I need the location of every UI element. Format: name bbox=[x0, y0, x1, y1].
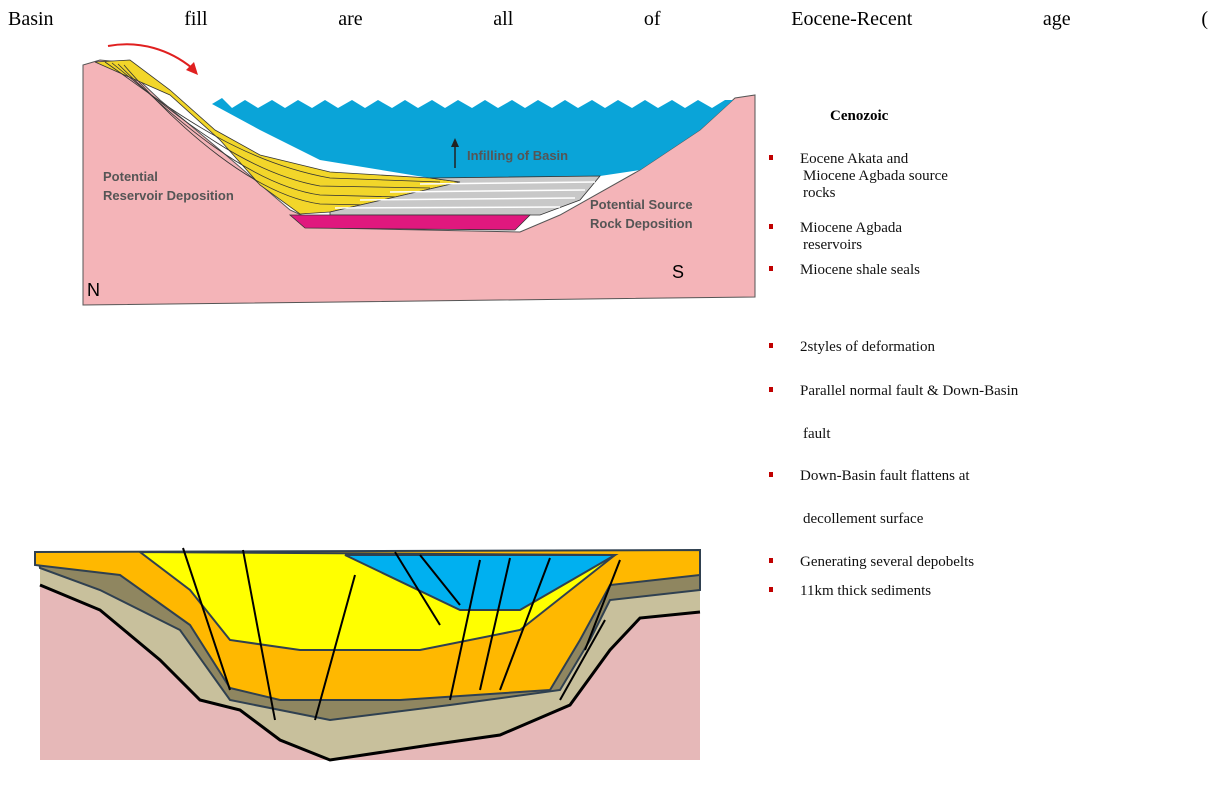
gray-strata bbox=[334, 181, 596, 209]
bullet-text: reservoirs bbox=[803, 237, 862, 253]
blue-layer bbox=[344, 554, 619, 611]
cenozoic-title: Cenozoic bbox=[830, 108, 889, 124]
bullet-text: Eocene Akata and bbox=[800, 151, 909, 167]
bullet-marker bbox=[769, 472, 773, 477]
bullet-text: Generating several depobelts bbox=[800, 554, 974, 570]
source-label: Rock Deposition bbox=[590, 216, 693, 231]
faults bbox=[182, 547, 621, 721]
source-label: Potential Source bbox=[590, 197, 693, 212]
bullet-text: Parallel normal fault & Down-Basin bbox=[800, 383, 1019, 399]
reservoir-label: Potential bbox=[103, 169, 158, 184]
source-rock bbox=[288, 214, 531, 231]
reservoir-label: Reservoir Deposition bbox=[103, 188, 234, 203]
infill-arrowhead bbox=[451, 138, 459, 147]
bullet-text: 2styles of deformation bbox=[800, 339, 935, 355]
bullet-text: Miocene Agbada bbox=[800, 220, 902, 236]
bullet-text: rocks bbox=[803, 185, 836, 201]
bullet-marker bbox=[769, 224, 773, 229]
bullet-text: Down-Basin fault flattens at bbox=[800, 468, 970, 484]
bullet-marker bbox=[769, 155, 773, 160]
bullet-marker bbox=[769, 266, 773, 271]
south-label: S bbox=[672, 262, 684, 282]
header-text: Basin fill are all of Eocene-Recent age … bbox=[8, 8, 1208, 30]
bottom-diagram bbox=[34, 547, 701, 762]
bullet-text: fault bbox=[803, 426, 831, 442]
bullet-text: 11km thick sediments bbox=[800, 583, 931, 599]
bullet-marker bbox=[769, 387, 773, 392]
bullet-marker bbox=[769, 343, 773, 348]
yellow-strata bbox=[104, 61, 441, 206]
flow-arrow bbox=[107, 43, 193, 69]
top-diagram: Infilling of Basin Potential Reservoir D… bbox=[82, 43, 756, 306]
bullet-text: Miocene Agbada source bbox=[803, 168, 948, 184]
bullet-marker bbox=[769, 587, 773, 592]
infill-label: Infilling of Basin bbox=[467, 148, 568, 163]
bullet-text: Miocene shale seals bbox=[800, 262, 920, 278]
base-line bbox=[39, 583, 701, 762]
bullet-marker bbox=[769, 558, 773, 563]
bullet-text: decollement surface bbox=[803, 511, 924, 527]
north-label: N bbox=[87, 280, 100, 300]
flow-arrowhead bbox=[186, 62, 198, 75]
water bbox=[212, 98, 733, 178]
